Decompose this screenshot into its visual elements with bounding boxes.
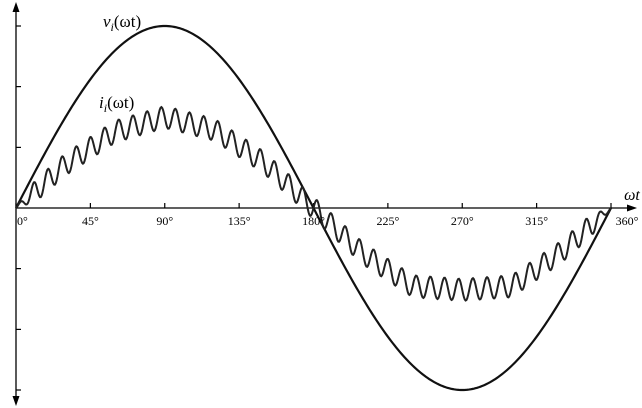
series-line-ii <box>15 105 612 302</box>
series-label-ii-main: i <box>99 93 104 112</box>
series-label-ii: ii(ωt) <box>99 93 134 115</box>
series-label-vi-main: v <box>103 12 111 31</box>
series-label-vi-subscript: i <box>111 20 114 34</box>
y-axis-arrow-down <box>12 396 20 406</box>
series-label-ii-argument: (ωt) <box>107 93 134 112</box>
labels-group: 0° 45° 90° 135° 180° 225° 270° 315° 360°ωtvi(ωt)… <box>17 12 640 228</box>
series-label-vi-argument: (ωt) <box>114 12 141 31</box>
series-group <box>15 24 612 392</box>
x-tick-label: 45° <box>82 214 99 228</box>
x-tick-label: 135° <box>228 214 251 228</box>
x-axis-label: ωt <box>624 187 640 204</box>
x-tick-label: 90° <box>156 214 173 228</box>
x-axis-arrow <box>627 204 637 212</box>
x-tick-label: 180° <box>302 214 325 228</box>
x-tick-label: 315° <box>525 214 548 228</box>
series-label-ii-subscript: i <box>104 101 107 115</box>
y-axis-arrow-up <box>12 2 20 12</box>
series-label-vi: vi(ωt) <box>103 12 141 34</box>
x-tick-label: 360° <box>616 214 639 228</box>
x-tick-label: 270° <box>451 214 474 228</box>
x-tick-label: 0° <box>17 214 28 228</box>
axes <box>12 2 637 406</box>
x-tick-label: 225° <box>376 214 399 228</box>
